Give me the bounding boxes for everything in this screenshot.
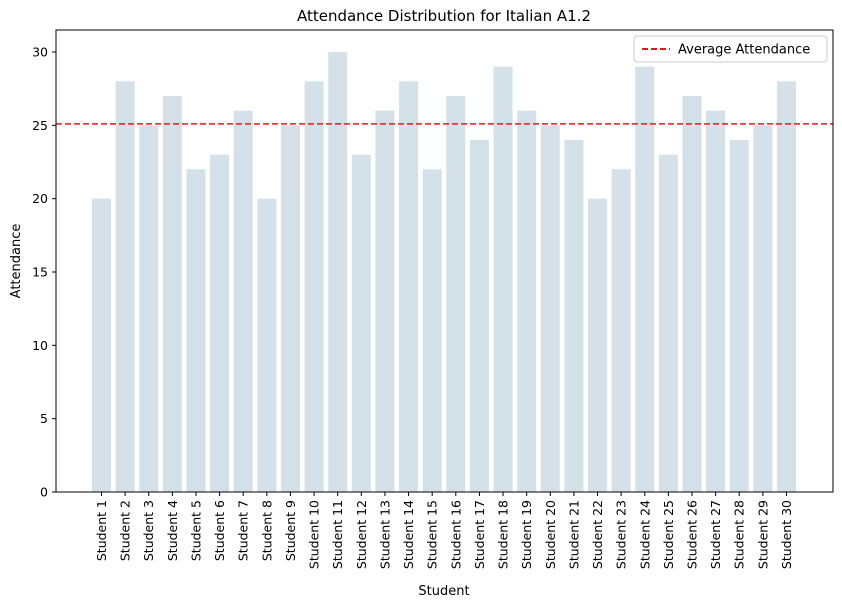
- x-tick-label: Student 19: [519, 500, 534, 569]
- x-tick-label: Student 28: [732, 500, 747, 569]
- bar-30: [776, 81, 796, 492]
- x-axis: Student 1 Student 2 Student 3 Student 4 Stud…: [94, 492, 794, 569]
- bar-2: [115, 81, 135, 492]
- chart-title: Attendance Distribution for Italian A1.2: [297, 7, 591, 25]
- bar-22: [588, 198, 608, 493]
- y-axis: 0 5 10 15 20 25 30: [32, 45, 56, 500]
- bar-5: [186, 169, 206, 492]
- y-tick-label: 0: [40, 485, 48, 500]
- x-axis-label: Student: [418, 584, 469, 599]
- y-tick-label: 5: [40, 411, 48, 426]
- bar-17: [469, 140, 489, 492]
- bar-10: [304, 81, 324, 492]
- y-tick-label: 25: [32, 118, 48, 133]
- x-tick-label: Student 3: [141, 500, 156, 561]
- bar-11: [328, 52, 348, 492]
- bar-21: [564, 140, 584, 492]
- x-tick-label: Student 11: [330, 500, 345, 569]
- y-tick-label: 20: [32, 191, 48, 206]
- bar-7: [233, 110, 253, 493]
- y-tick-label: 30: [32, 45, 48, 60]
- x-tick-label: Student 22: [590, 500, 605, 569]
- x-tick-label: Student 7: [236, 500, 251, 561]
- bar-18: [493, 66, 513, 493]
- bar-25: [658, 154, 678, 493]
- y-axis-label: Attendance: [9, 224, 24, 299]
- x-tick-label: Student 29: [755, 500, 770, 569]
- legend-label-average-attendance: Average Attendance: [678, 43, 810, 58]
- bar-15: [422, 169, 442, 492]
- x-tick-label: Student 9: [283, 500, 298, 561]
- x-tick-label: Student 26: [685, 500, 700, 569]
- x-tick-label: Student 2: [118, 500, 133, 561]
- bar-29: [753, 125, 773, 492]
- bar-1: [92, 198, 111, 493]
- bar-28: [729, 140, 749, 492]
- bar-27: [706, 110, 726, 493]
- plot-frame: [55, 29, 834, 493]
- x-tick-label: Student 20: [543, 500, 558, 569]
- bars-group: [92, 52, 796, 493]
- bar-26: [682, 96, 702, 492]
- bar-6: [210, 154, 230, 493]
- y-tick-label: 10: [32, 338, 48, 353]
- x-tick-label: Student 13: [377, 500, 392, 569]
- x-tick-label: Student 8: [259, 500, 274, 561]
- bar-24: [635, 66, 655, 493]
- x-tick-label: Student 27: [708, 500, 723, 569]
- bar-20: [540, 125, 560, 492]
- bar-9: [280, 125, 300, 492]
- x-tick-label: Student 12: [354, 500, 369, 569]
- x-tick-label: Student 6: [212, 500, 227, 561]
- x-tick-label: Student 4: [165, 500, 180, 561]
- bar-16: [446, 96, 466, 492]
- bar-4: [162, 96, 182, 492]
- x-tick-label: Student 25: [661, 500, 676, 569]
- x-tick-label: Student 18: [496, 500, 511, 569]
- x-tick-label: Student 24: [637, 500, 652, 569]
- bar-12: [351, 154, 371, 493]
- bar-13: [375, 110, 395, 493]
- legend-box: [633, 35, 828, 63]
- x-tick-label: Student 21: [566, 500, 581, 569]
- bar-14: [399, 81, 419, 492]
- x-tick-label: Student 10: [307, 500, 322, 569]
- x-tick-label: Student 15: [425, 500, 440, 569]
- x-tick-label: Student 30: [779, 500, 794, 569]
- x-tick-label: Student 23: [614, 500, 629, 569]
- bar-23: [611, 169, 631, 492]
- bar-8: [257, 198, 277, 493]
- x-tick-label: Student 16: [448, 500, 463, 569]
- x-tick-label: Student 14: [401, 500, 416, 569]
- bar-3: [139, 125, 159, 492]
- bar-19: [517, 110, 537, 493]
- y-tick-label: 15: [32, 265, 48, 280]
- legend: Average Attendance: [633, 35, 828, 63]
- x-tick-label: Student 5: [188, 500, 203, 561]
- x-tick-label: Student 1: [94, 500, 109, 561]
- x-tick-label: Student 17: [472, 500, 487, 569]
